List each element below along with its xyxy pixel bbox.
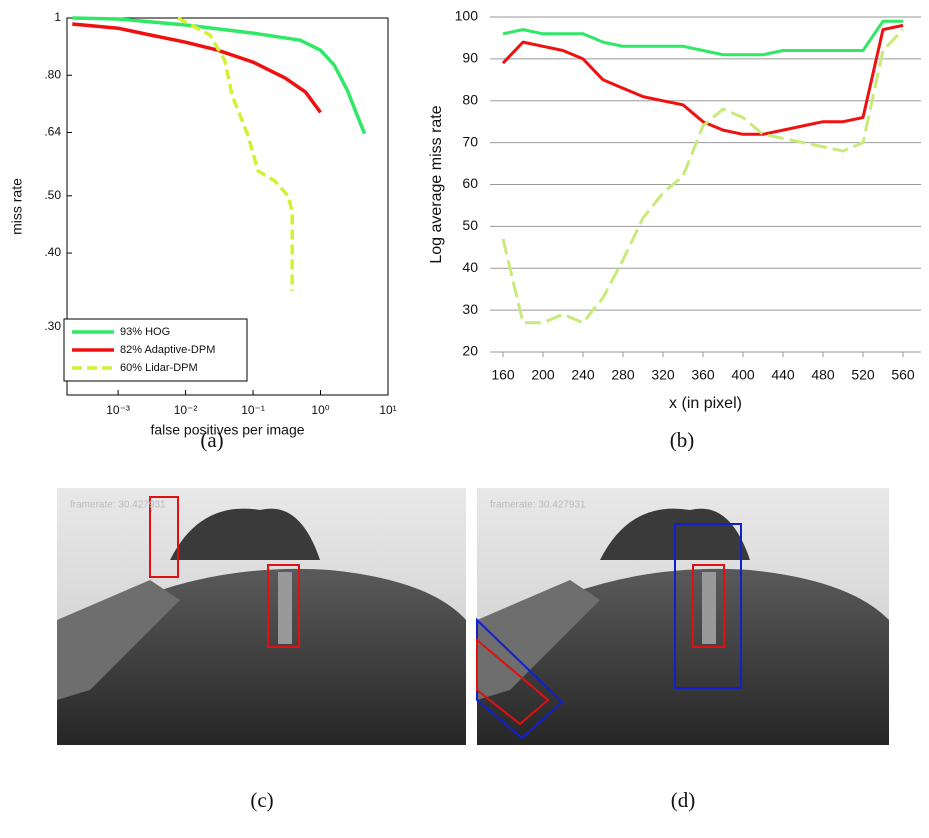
y-axis-title: Log average miss rate [428,105,445,263]
x-tick-label: 10⁻¹ [241,403,265,417]
caption: (a) [200,428,223,452]
x-tick-label: 10⁰ [311,403,329,417]
x-tick-label: 10⁻³ [106,403,130,417]
x-axis-title: false positives per image [150,422,304,438]
y-tick-label: .64 [44,125,61,139]
x-tick-label: 200 [531,367,555,383]
caption: (c) [250,788,273,812]
y-axis-title: miss rate [9,178,25,235]
image-overlay: framerate: 30.427931 [70,500,166,511]
y-tick-label: 50 [462,217,478,233]
legend-label: 93% HOG [120,326,170,338]
y-tick-label: 60 [462,175,478,191]
y-tick-label: .40 [44,245,61,259]
series-line [502,19,903,57]
x-tick-label: 520 [851,367,875,383]
legend-label: 82% Adaptive-DPM [120,344,215,356]
y-tick-label: 20 [462,343,478,359]
y-tick-label: .50 [44,188,61,202]
y-tick-label: 30 [462,301,478,317]
x-tick-label: 320 [651,367,675,383]
y-tick-label: 70 [462,133,478,149]
image-overlay: framerate: 30.427931 [490,500,586,511]
photo-d [476,488,889,745]
y-tick-label: .80 [44,67,61,81]
series-line [501,23,904,136]
x-tick-label: 240 [571,367,595,383]
photo-c [57,488,466,745]
series-line [72,16,367,135]
plot-frame [66,17,389,396]
series-line [177,16,294,291]
y-tick-label: 40 [462,259,478,275]
x-tick-label: 440 [771,367,795,383]
y-tick-label: 100 [455,8,479,24]
x-tick-label: 280 [611,367,635,383]
legend-label: 60% Lidar-DPM [120,362,198,374]
y-tick-label: 80 [462,91,478,107]
caption: (d) [671,788,696,812]
x-tick-label: 360 [691,367,715,383]
x-tick-label: 160 [491,367,515,383]
x-tick-label: 400 [731,367,755,383]
y-tick-label: 90 [462,50,478,66]
y-tick-label: .30 [44,319,61,333]
x-tick-label: 10¹ [379,403,396,417]
x-tick-label: 10⁻² [174,403,198,417]
x-axis-title: x (in pixel) [669,395,742,412]
series-line [501,28,905,325]
caption: (b) [670,428,695,452]
x-tick-label: 560 [891,367,915,383]
y-tick-label: 1 [54,10,61,24]
x-tick-label: 480 [811,367,835,383]
